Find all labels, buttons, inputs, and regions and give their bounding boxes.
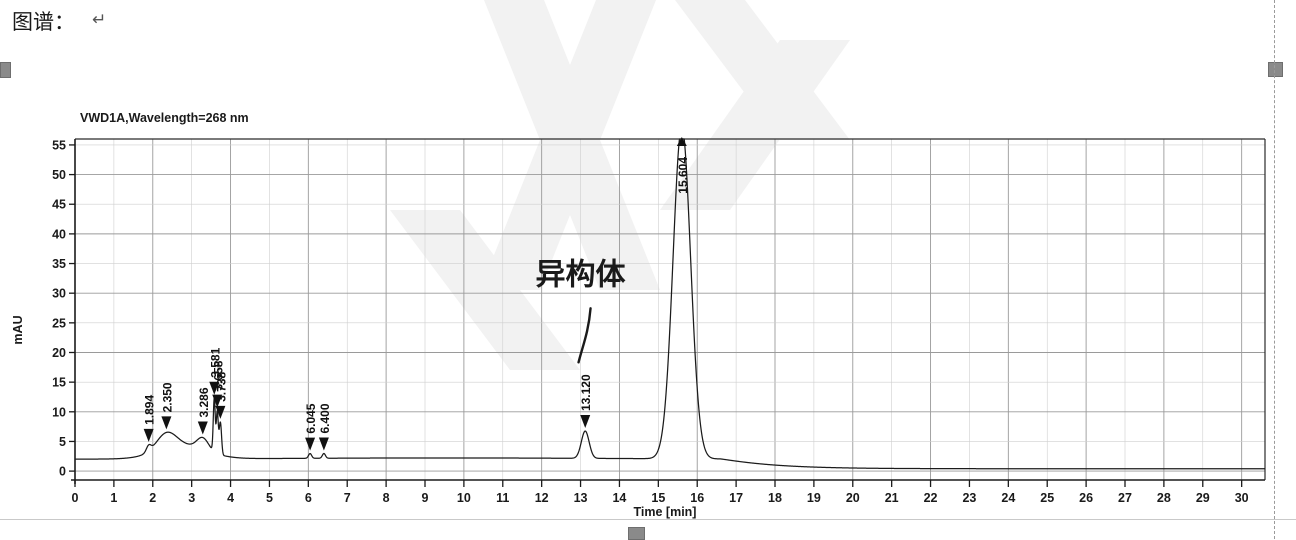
x-tick-label: 27 [1118,491,1132,505]
peak-annotation: 15.604 [676,137,690,194]
x-tick-label: 20 [846,491,860,505]
peak-label: 6.400 [318,403,332,433]
peak-label: 13.120 [579,374,593,411]
x-tick-label: 3 [188,491,195,505]
x-tick-label: 19 [807,491,821,505]
trace-line [74,138,1266,470]
chart-gridlines [74,139,1265,480]
paragraph-mark-icon: ↵ [92,10,107,29]
y-tick-label: 55 [52,138,66,152]
peak-annotation: 6.045 [304,403,318,451]
y-tick-label: 40 [52,227,66,241]
x-tick-label: 25 [1040,491,1054,505]
y-tick-label: 0 [59,465,66,479]
peak-annotation: 3.286 [197,387,211,435]
right-margin-handle[interactable] [1268,62,1283,77]
peak-annotation: 2.350 [160,382,174,430]
x-tick-label: 11 [496,491,509,505]
bottom-margin-handle[interactable] [628,527,645,540]
left-margin-handle[interactable] [0,62,11,78]
x-tick-label: 22 [924,491,938,505]
peak-label: 3.286 [197,387,211,417]
peak-label: 2.350 [160,382,174,412]
x-tick-label: 24 [1001,491,1015,505]
chromatogram-chart: 0 5 10 15 20 25 30 35 40 45 50 55 0 1 2 3 4 5 6 7 8 9 10 11 12 13… [0,100,1296,520]
x-tick-label: 18 [768,491,782,505]
handwritten-annotation: 异构体 [536,257,627,364]
x-tick-label: 1 [110,491,117,505]
peak-label: 6.045 [304,403,318,433]
y-tick-label: 25 [52,316,66,330]
peak-annotation: 3.581 [208,347,222,395]
x-tick-label: 17 [729,491,743,505]
x-tick-label: 9 [422,491,429,505]
peak-label: 3.658 [211,360,225,390]
peak-annotation: 13.120 [579,374,593,429]
y-tick-label: 50 [52,168,66,182]
chart-ticks [69,144,1243,487]
chart-trace [74,138,1266,470]
right-margin-guide [1274,0,1275,539]
y-tick-label: 45 [52,198,66,212]
x-tick-label: 0 [72,491,79,505]
x-tick-label: 30 [1235,491,1249,505]
x-tick-label: 29 [1196,491,1210,505]
page-bottom-divider [0,519,1296,520]
x-tick-label: 7 [344,491,351,505]
y-tick-label: 20 [52,346,66,360]
x-tick-label: 23 [962,491,976,505]
peak-label: 1.894 [143,395,157,425]
peak-label: 3.738 [214,372,228,402]
x-tick-label: 4 [227,491,234,505]
x-tick-label: 13 [574,491,588,505]
y-tick-label: 35 [52,257,66,271]
y-tick-label: 30 [52,287,66,301]
x-axis-title: Time [min] [634,505,697,519]
peak-annotation: 3.658 [211,360,225,408]
peak-label: 15.604 [676,157,690,194]
x-tick-label: 16 [690,491,704,505]
y-tick-label: 15 [52,376,66,390]
x-tick-label: 10 [457,491,471,505]
series-title: VWD1A,Wavelength=268 nm [80,111,249,125]
peak-label: 3.581 [208,347,222,377]
x-tick-label: 2 [149,491,156,505]
y-tick-label: 10 [52,405,66,419]
page-title: 图谱： [12,10,75,34]
x-tick-label: 15 [651,491,665,505]
handwritten-text: 异构体 [536,257,627,292]
peak-annotation: 1.894 [143,395,157,442]
peak-annotation: 6.400 [318,403,332,451]
x-tick-label: 5 [266,491,273,505]
y-axis-title: mAU [11,315,25,344]
peak-annotation: 3.738 [214,372,228,419]
x-tick-label: 14 [612,491,626,505]
x-tick-label: 28 [1157,491,1171,505]
y-tick-label: 5 [59,435,66,449]
x-tick-label: 6 [305,491,312,505]
x-tick-label: 21 [885,491,899,505]
chart-annotations: 异构体 [536,257,627,364]
x-tick-label: 8 [383,491,390,505]
x-tick-label: 12 [535,491,549,505]
x-tick-label: 26 [1079,491,1093,505]
